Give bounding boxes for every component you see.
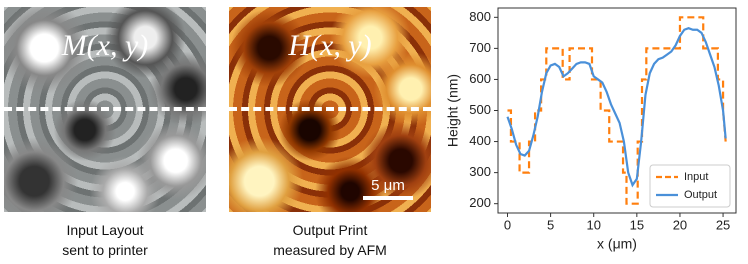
y-tick-label: 400 [469,133,491,148]
scale-bar: 5 μm [363,177,413,200]
caption: Output Print measured by AFM [229,220,431,260]
x-tick-label: 5 [547,217,554,232]
y-tick-label: 600 [469,71,491,86]
y-tick-label: 200 [469,195,491,210]
profile-line [229,107,431,111]
y-axis-label: Height (nm) [445,74,461,147]
x-axis-label: x (μm) [597,236,637,252]
chart: 0 5 10 15 20 25 200 300 400 500 600 700 800 x (μm) Hei… [445,7,737,252]
panel-label: H(x, y) [288,29,372,62]
x-tick-label: 0 [504,217,511,232]
profile-line [4,107,206,111]
output-print-image: H(x, y) 5 μm [229,7,431,212]
series-line [507,16,727,205]
x-tick-label: 10 [586,217,600,232]
scale-label: 5 μm [371,177,405,194]
x-tick-label: 25 [716,217,730,232]
caption-line: Input Layout [66,222,144,238]
legend-box [649,164,731,208]
y-tick-label: 500 [469,102,491,117]
x-tick-label: 20 [673,217,687,232]
legend-label: Output [684,189,717,201]
input-layout-image: M(x, y) [4,7,206,212]
caption-line: measured by AFM [273,242,387,258]
y-tick-label: 800 [469,9,491,24]
caption-line: Output Print [292,222,368,238]
legend-label: Input [684,171,708,183]
x-tick-label: 15 [630,217,644,232]
y-tick-label: 700 [469,40,491,55]
caption: Input Layout sent to printer [4,220,206,260]
caption-line: sent to printer [62,242,148,258]
y-tick-label: 300 [469,164,491,179]
panel-label: M(x, y) [61,29,149,62]
series-line [506,27,727,188]
